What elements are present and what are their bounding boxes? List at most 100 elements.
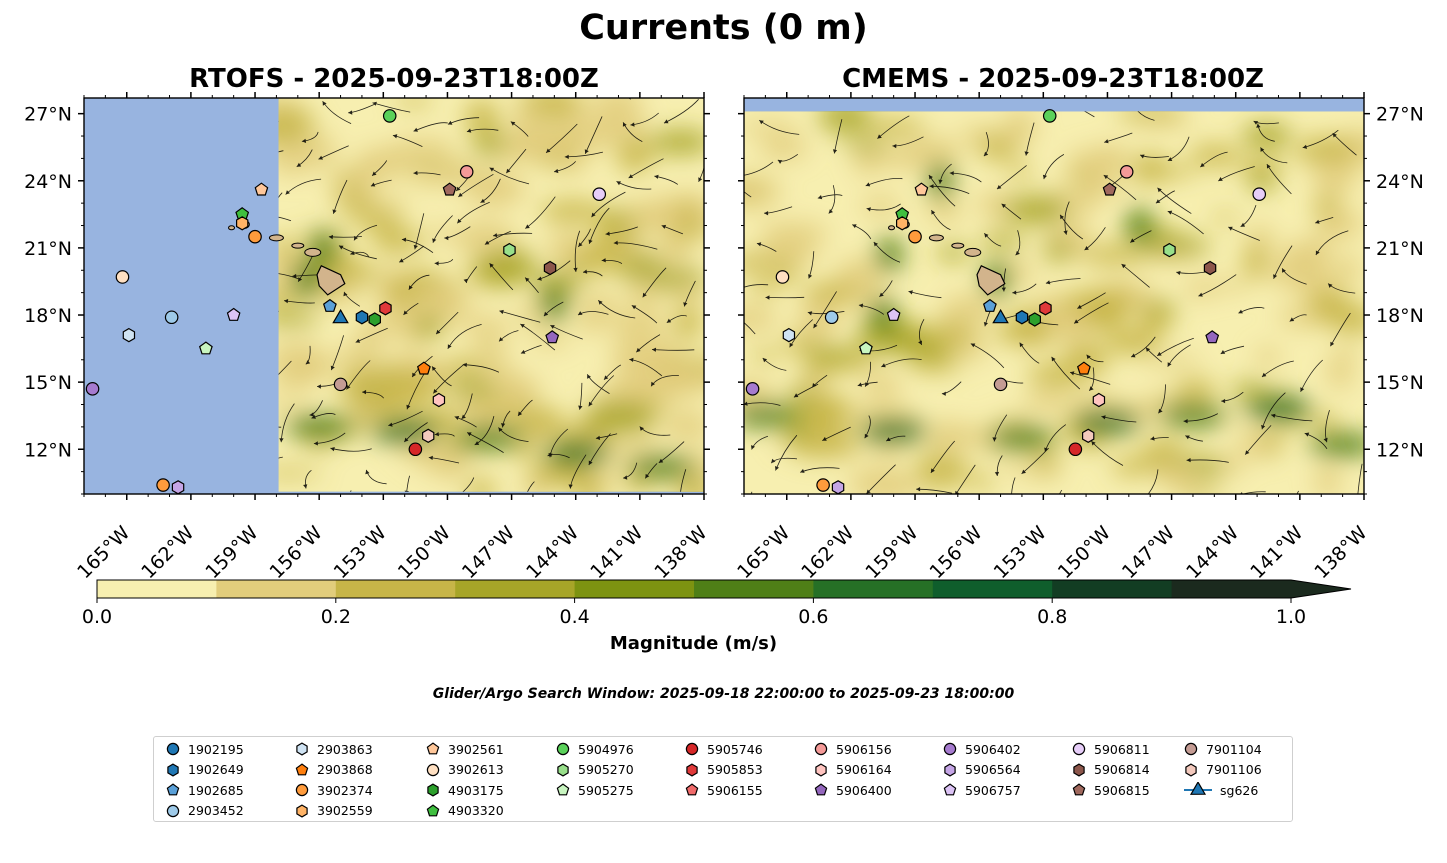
cmems-marker-7901104 <box>993 377 1008 392</box>
rtofs-xtick-label-5: 150°W <box>394 522 455 583</box>
legend-marker-4903320 <box>426 803 440 816</box>
colorbar-segment-1 <box>216 580 337 598</box>
colorbar-tick-label-0: 0.0 <box>82 606 112 628</box>
legend-item-1902649: 1902649 <box>166 761 244 779</box>
colorbar-segment-5 <box>694 580 814 598</box>
cmems-marker-5906811 <box>1252 187 1267 202</box>
cmems-marker-7901106 <box>1081 428 1095 443</box>
cmems-magnitude-field <box>744 111 1364 494</box>
legend-marker-2903863 <box>296 742 308 756</box>
rtofs-marker-4903175 <box>368 312 381 327</box>
island-land-2 <box>268 234 284 242</box>
cmems-marker-5905275 <box>858 341 873 355</box>
legend-marker-4903175 <box>427 783 439 797</box>
legend-item-5906400: 5906400 <box>814 781 892 799</box>
legend-item-sg626: sg626 <box>1184 781 1258 799</box>
legend-label: 1902649 <box>188 762 244 777</box>
legend-marker-3902559 <box>296 803 308 818</box>
island-land-4 <box>888 225 896 231</box>
colorbar-segment-8 <box>1052 580 1173 598</box>
legend-marker-1902649 <box>167 762 179 777</box>
cmems-panel-title: CMEMS - 2025-09-23T18:00Z <box>842 64 1264 94</box>
legend-label: 5906814 <box>1094 762 1150 777</box>
cmems-ytick-label-2: 18°N <box>1376 305 1424 327</box>
cmems-marker-3902559 <box>895 216 909 231</box>
legend-label: 5906564 <box>965 762 1021 777</box>
legend-item-1902195: 1902195 <box>166 740 244 758</box>
legend-label: 2903868 <box>317 762 373 777</box>
figure-title: Currents (0 m) <box>579 8 868 48</box>
cmems-marker-3902613 <box>775 270 790 284</box>
legend-marker-5905275 <box>556 783 570 796</box>
legend-marker-5906164 <box>815 762 827 777</box>
cmems-xtick-label-7: 144°W <box>1182 522 1243 583</box>
rtofs-marker-3902613 <box>115 270 130 284</box>
legend-item-5905746: 5905746 <box>685 740 763 758</box>
legend-label: 3902559 <box>317 803 373 818</box>
legend-marker-3902561 <box>426 742 440 755</box>
legend-item-3902561: 3902561 <box>426 740 504 758</box>
cmems-marker-5906164 <box>1092 392 1106 408</box>
rtofs-marker-3902561 <box>254 182 269 196</box>
legend-label: 7901106 <box>1206 762 1262 777</box>
cmems-marker-2903868 <box>1076 361 1091 375</box>
cmems-ytick-label-0: 12°N <box>1376 439 1424 461</box>
legend-item-5904976: 5904976 <box>556 740 634 758</box>
rtofs-marker-5906564 <box>171 480 185 494</box>
cmems-marker-5906402 <box>745 382 760 396</box>
cmems-xtick-label-0: 165°W <box>733 522 794 583</box>
rtofs-frame <box>83 97 705 495</box>
legend-label: 5904976 <box>578 741 634 757</box>
rtofs-marker-5906400 <box>545 330 560 344</box>
cmems-marker-5906400 <box>1205 330 1220 344</box>
legend-marker-7901104 <box>1184 742 1198 756</box>
island-land-1 <box>951 242 965 249</box>
rtofs-marker-sg626 <box>332 308 349 324</box>
legend-marker-5905853 <box>686 762 698 777</box>
island-land-2 <box>928 234 944 242</box>
rtofs-ytick-label-3: 21°N <box>24 238 72 260</box>
legend-marker-sg626 <box>1184 782 1212 795</box>
rtofs-marker-2903452 <box>164 310 179 325</box>
legend-item-2903868: 2903868 <box>295 761 373 779</box>
legend-item-5906815: 5906815 <box>1072 781 1150 799</box>
rtofs-marker-7901104 <box>333 377 348 392</box>
rtofs-marker-2903863 <box>122 327 136 343</box>
cmems-xtick-label-3: 156°W <box>925 522 986 583</box>
rtofs-marker-5906811 <box>592 187 607 202</box>
legend-item-5905275: 5905275 <box>556 781 634 799</box>
rtofs-marker-5906815 <box>442 182 457 196</box>
legend-item-1902685: 1902685 <box>166 781 244 799</box>
legend-marker-5906815 <box>1072 783 1086 796</box>
rtofs-marker-5906164 <box>432 392 446 408</box>
rtofs-ytick-label-2: 18°N <box>24 305 72 327</box>
legend-label: 3902374 <box>317 782 373 798</box>
rtofs-ytick-label-0: 12°N <box>24 439 72 461</box>
rtofs-xtick-label-1: 162°W <box>137 522 198 583</box>
legend-marker-5906564 <box>944 762 956 777</box>
cmems-marker-5905853 <box>1039 301 1052 316</box>
rtofs-xtick-label-3: 156°W <box>265 522 326 583</box>
cmems-xtick-label-4: 153°W <box>990 522 1051 583</box>
rtofs-ytick-label-1: 15°N <box>24 372 72 394</box>
legend-item-5906156: 5906156 <box>814 740 892 758</box>
legend-marker-5906156 <box>814 742 828 756</box>
cmems-marker-2903452 <box>824 310 839 325</box>
rtofs-float-markers <box>85 109 607 494</box>
colorbar-tick-label-2: 0.4 <box>559 606 589 628</box>
rtofs-marker-5905270 <box>503 242 516 258</box>
legend-marker-2903868 <box>295 762 309 775</box>
cmems-marker-5906815 <box>1102 182 1117 196</box>
legend-label: 5905270 <box>578 762 634 777</box>
legend-label: 3902561 <box>448 741 504 757</box>
cmems-marker-sg626 <box>992 308 1009 324</box>
rtofs-xtick-label-9: 138°W <box>650 522 711 583</box>
rtofs-xtick-label-2: 159°W <box>201 522 262 583</box>
rtofs-map-panel: 165°W 162°W 159°W 156°W 153°W 150°W 147°W 144°W… <box>24 92 712 583</box>
colorbar-segment-4 <box>574 580 695 598</box>
cmems-marker-5906564 <box>831 480 845 494</box>
legend-label: 7901104 <box>1206 741 1262 757</box>
colorbar-segment-2 <box>335 580 456 598</box>
colorbar-segment-0 <box>97 580 217 598</box>
cmems-map-panel: 165°W 162°W 159°W 156°W 153°W 150°W 147°W 144°W… <box>733 92 1424 583</box>
